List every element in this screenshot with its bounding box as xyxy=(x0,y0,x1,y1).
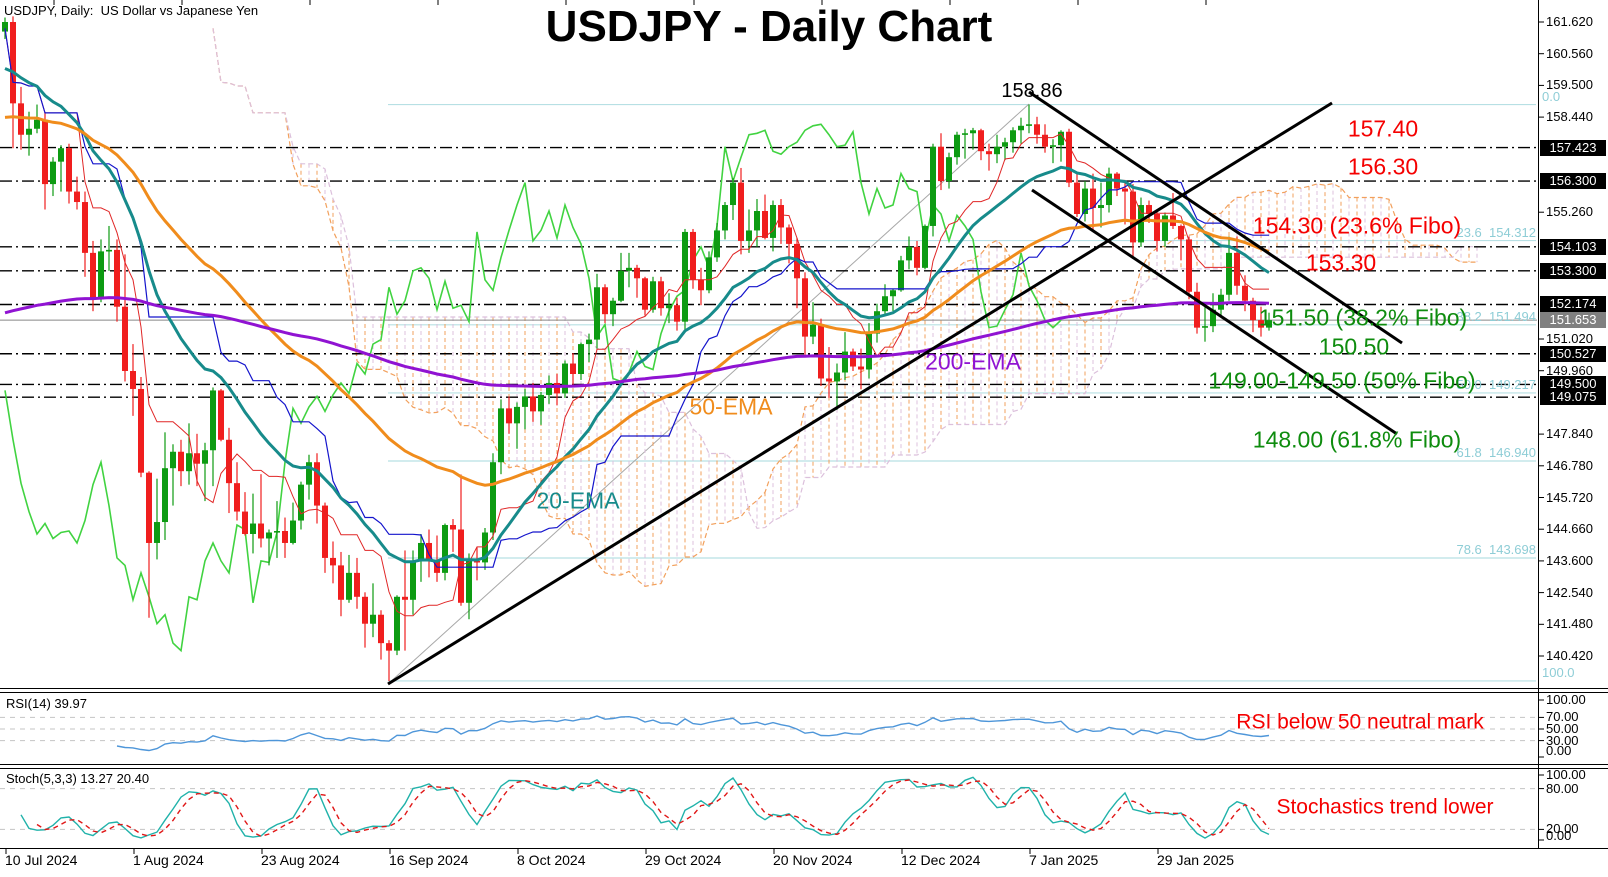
price-tick-label: 140.420 xyxy=(1546,648,1593,663)
descending-channel-upper xyxy=(1028,90,1403,345)
date-tick-label: 29 Oct 2024 xyxy=(645,852,722,868)
rsi-panel xyxy=(0,715,1537,752)
ema-200-line xyxy=(4,296,1270,388)
ascending-trendline xyxy=(387,101,1333,686)
level-price-badge: 157.423 xyxy=(1540,139,1606,156)
level-price-badge: 150.527 xyxy=(1540,345,1606,362)
resistance-156-30[interactable]: 156.30 xyxy=(1347,153,1419,180)
page-title: USDJPY - Daily Chart xyxy=(545,2,993,51)
price-tick-label: 144.660 xyxy=(1546,521,1593,537)
fibo-level-label: 38.2 151.494 xyxy=(1456,308,1536,324)
price-tick-label: 145.720 xyxy=(1546,489,1593,505)
level-price-badge: 154.103 xyxy=(1540,238,1606,255)
fibo-level-label: 61.8 146.940 xyxy=(1456,445,1536,461)
price-tick-label: 158.440 xyxy=(1546,109,1593,125)
stoch-scale-label: 80.00 xyxy=(1546,780,1579,796)
stoch-scale-label: 0.00 xyxy=(1546,828,1572,843)
date-tick-label: 8 Oct 2024 xyxy=(517,852,586,868)
fibo-level-label: 50.0 149.217 xyxy=(1456,376,1536,392)
price-tick-label: 143.600 xyxy=(1546,552,1593,568)
axis-ticks xyxy=(5,0,1544,854)
resistance-154-30[interactable]: 154.30 (23.6% Fibo) xyxy=(1252,212,1462,239)
level-price-badge: 149.500 xyxy=(1540,376,1606,393)
level-price-badge: 149.075 xyxy=(1540,389,1606,406)
fibo-baseline xyxy=(387,103,1030,685)
fibo-level-label: 23.6 154.312 xyxy=(1456,224,1536,240)
date-tick-label: 10 Jul 2024 xyxy=(5,852,78,868)
price-tick-label: 147.840 xyxy=(1546,426,1593,442)
price-tick-label: 146.780 xyxy=(1546,457,1593,473)
date-tick-label: 20 Nov 2024 xyxy=(773,852,853,868)
support-151-50[interactable]: 151.50 (38.2% Fibo) xyxy=(1258,304,1468,331)
price-tick-label: 151.020 xyxy=(1546,331,1593,346)
peak-price-label[interactable]: 158.86 xyxy=(1001,80,1063,102)
descending-channel-lower xyxy=(1031,188,1398,436)
ema-200-label[interactable]: 200-EMA xyxy=(925,348,1021,375)
date-tick-label: 1 Aug 2024 xyxy=(133,852,204,868)
kijun-sen-line xyxy=(4,28,1269,568)
support-149-00[interactable]: 149.00-149.50 (50% Fibo) xyxy=(1208,367,1476,394)
stoch-indicator-label: Stoch(5,3,3) 13.27 20.40 xyxy=(6,771,150,786)
price-tick-label: 160.560 xyxy=(1546,45,1593,61)
rsi-scale-label: 50.00 xyxy=(1546,721,1579,736)
ema-50-line xyxy=(4,115,1270,487)
price-tick-label: 161.620 xyxy=(1546,14,1593,29)
stoch-scale-label: 20.00 xyxy=(1546,821,1579,837)
date-tick-label: 29 Jan 2025 xyxy=(1157,852,1235,868)
level-price-badge: 152.174 xyxy=(1540,296,1606,313)
support-148-00[interactable]: 148.00 (61.8% Fibo) xyxy=(1252,426,1462,453)
chikou-span-line xyxy=(4,123,1062,653)
date-tick-label: 23 Aug 2024 xyxy=(261,852,340,868)
price-tick-label: 159.500 xyxy=(1546,77,1593,93)
panel-frame xyxy=(0,0,1608,849)
trendlines-layer[interactable] xyxy=(387,90,1403,686)
stochastic-panel xyxy=(0,776,1537,839)
resistance-153-30[interactable]: 153.30 xyxy=(1305,249,1377,276)
symbol-legend: USDJPY, Daily: US Dollar vs Japanese Yen xyxy=(4,3,259,18)
price-tick-label: 142.540 xyxy=(1546,584,1593,600)
rsi-annotation[interactable]: RSI below 50 neutral mark xyxy=(1236,710,1484,734)
ema-20-line xyxy=(4,67,1270,564)
stoch-annotation[interactable]: Stochastics trend lower xyxy=(1276,795,1494,819)
rsi-indicator-label: RSI(14) 39.97 xyxy=(6,696,87,711)
ema-50-label[interactable]: 50-EMA xyxy=(689,393,773,420)
price-tick-label: 149.960 xyxy=(1546,362,1593,378)
price-tick-label: 141.480 xyxy=(1546,616,1593,632)
rsi-scale-label: 70.00 xyxy=(1546,709,1579,725)
level-price-badge: 153.300 xyxy=(1540,262,1606,279)
current-price-badge: 151.653 xyxy=(1540,312,1606,329)
level-price-badge: 156.300 xyxy=(1540,173,1606,190)
tenkan-sen-line xyxy=(4,28,1269,617)
date-tick-label: 16 Sep 2024 xyxy=(389,852,469,868)
resistance-157-40[interactable]: 157.40 xyxy=(1347,115,1419,142)
date-tick-label: 12 Dec 2024 xyxy=(901,852,981,868)
price-tick-label: 155.260 xyxy=(1546,204,1593,220)
stoch-scale-label: 100.00 xyxy=(1546,767,1586,782)
ema-20-label[interactable]: 20-EMA xyxy=(536,487,620,514)
rsi-scale-label: 0.00 xyxy=(1546,743,1572,758)
fibo-level-label: 78.6 143.698 xyxy=(1456,541,1536,557)
fibo-level-label: 0.0 xyxy=(1542,88,1561,104)
support-150-50[interactable]: 150.50 xyxy=(1318,333,1390,360)
fibo-level-label: 100.0 xyxy=(1542,664,1575,680)
rsi-scale-label: 30.00 xyxy=(1546,732,1579,748)
rsi-scale-label: 100.00 xyxy=(1546,692,1586,707)
date-tick-label: 7 Jan 2025 xyxy=(1029,852,1099,868)
support-resistance-levels xyxy=(0,146,1537,398)
candles-layer xyxy=(2,16,1272,682)
